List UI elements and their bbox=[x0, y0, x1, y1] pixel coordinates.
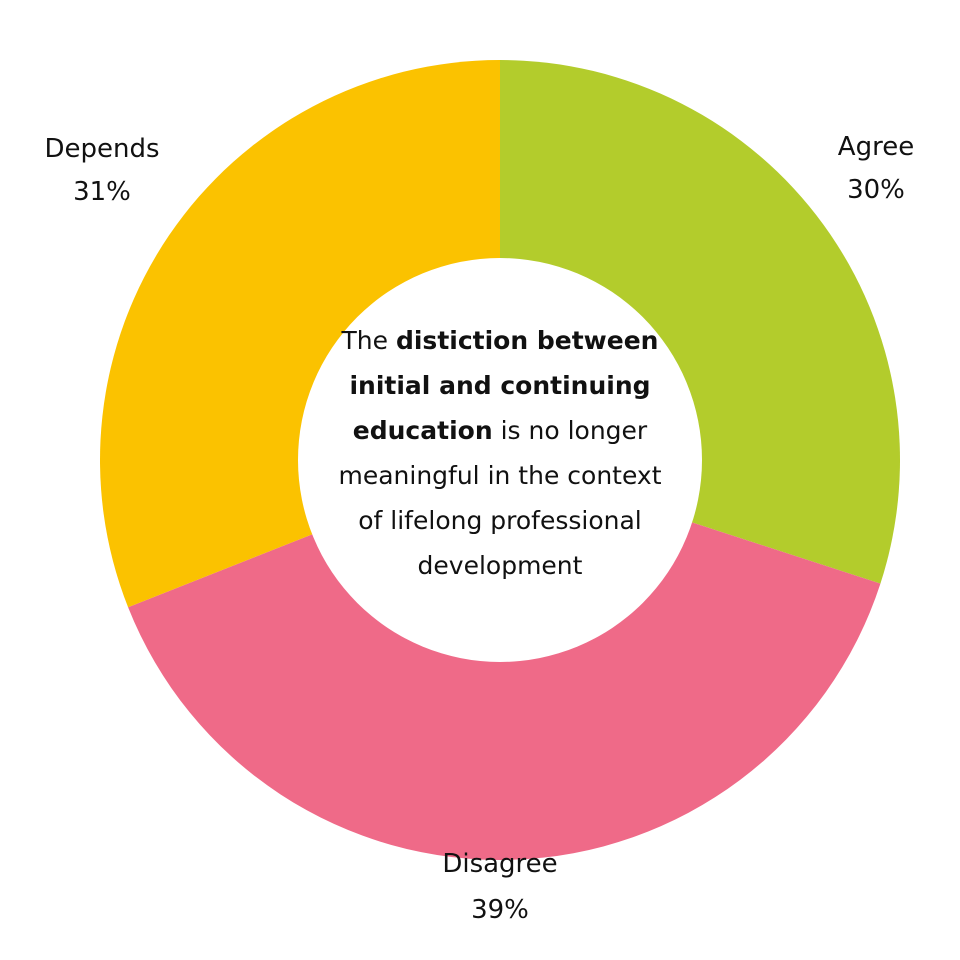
slice-value-label-agree: 30% bbox=[847, 175, 905, 205]
slice-name-label-disagree: Disagree bbox=[442, 849, 557, 879]
center-line-1-part-1: The bbox=[341, 326, 396, 355]
center-line-6-part-1: development bbox=[417, 551, 583, 580]
center-line-5-part-1: of lifelong professional bbox=[358, 506, 642, 535]
center-line-2-part-1: initial and continuing bbox=[349, 371, 651, 400]
center-line-2: initial and continuing bbox=[300, 363, 700, 408]
center-line-4-part-1: meaningful in the context bbox=[338, 461, 662, 490]
center-line-3-part-2: is no longer bbox=[492, 416, 648, 445]
slice-name-label-depends: Depends bbox=[44, 134, 159, 164]
center-line-5: of lifelong professional bbox=[300, 498, 700, 543]
center-line-6: development bbox=[300, 543, 700, 588]
center-line-4: meaningful in the context bbox=[300, 453, 700, 498]
center-line-1-part-2: distiction between bbox=[395, 326, 659, 355]
center-line-3-part-1: education bbox=[352, 416, 493, 445]
slice-value-label-depends: 31% bbox=[73, 177, 131, 207]
center-line-1: The distiction between bbox=[300, 318, 700, 363]
labels-group: Agree 30% Disagree 39% Depends 31% bbox=[44, 132, 914, 925]
center-statement: The distiction between initial and conti… bbox=[300, 318, 700, 588]
slice-value-label-disagree: 39% bbox=[471, 895, 529, 925]
center-line-3: education is no longer bbox=[300, 408, 700, 453]
slice-name-label-agree: Agree bbox=[838, 132, 914, 162]
donut-hole bbox=[298, 258, 702, 662]
